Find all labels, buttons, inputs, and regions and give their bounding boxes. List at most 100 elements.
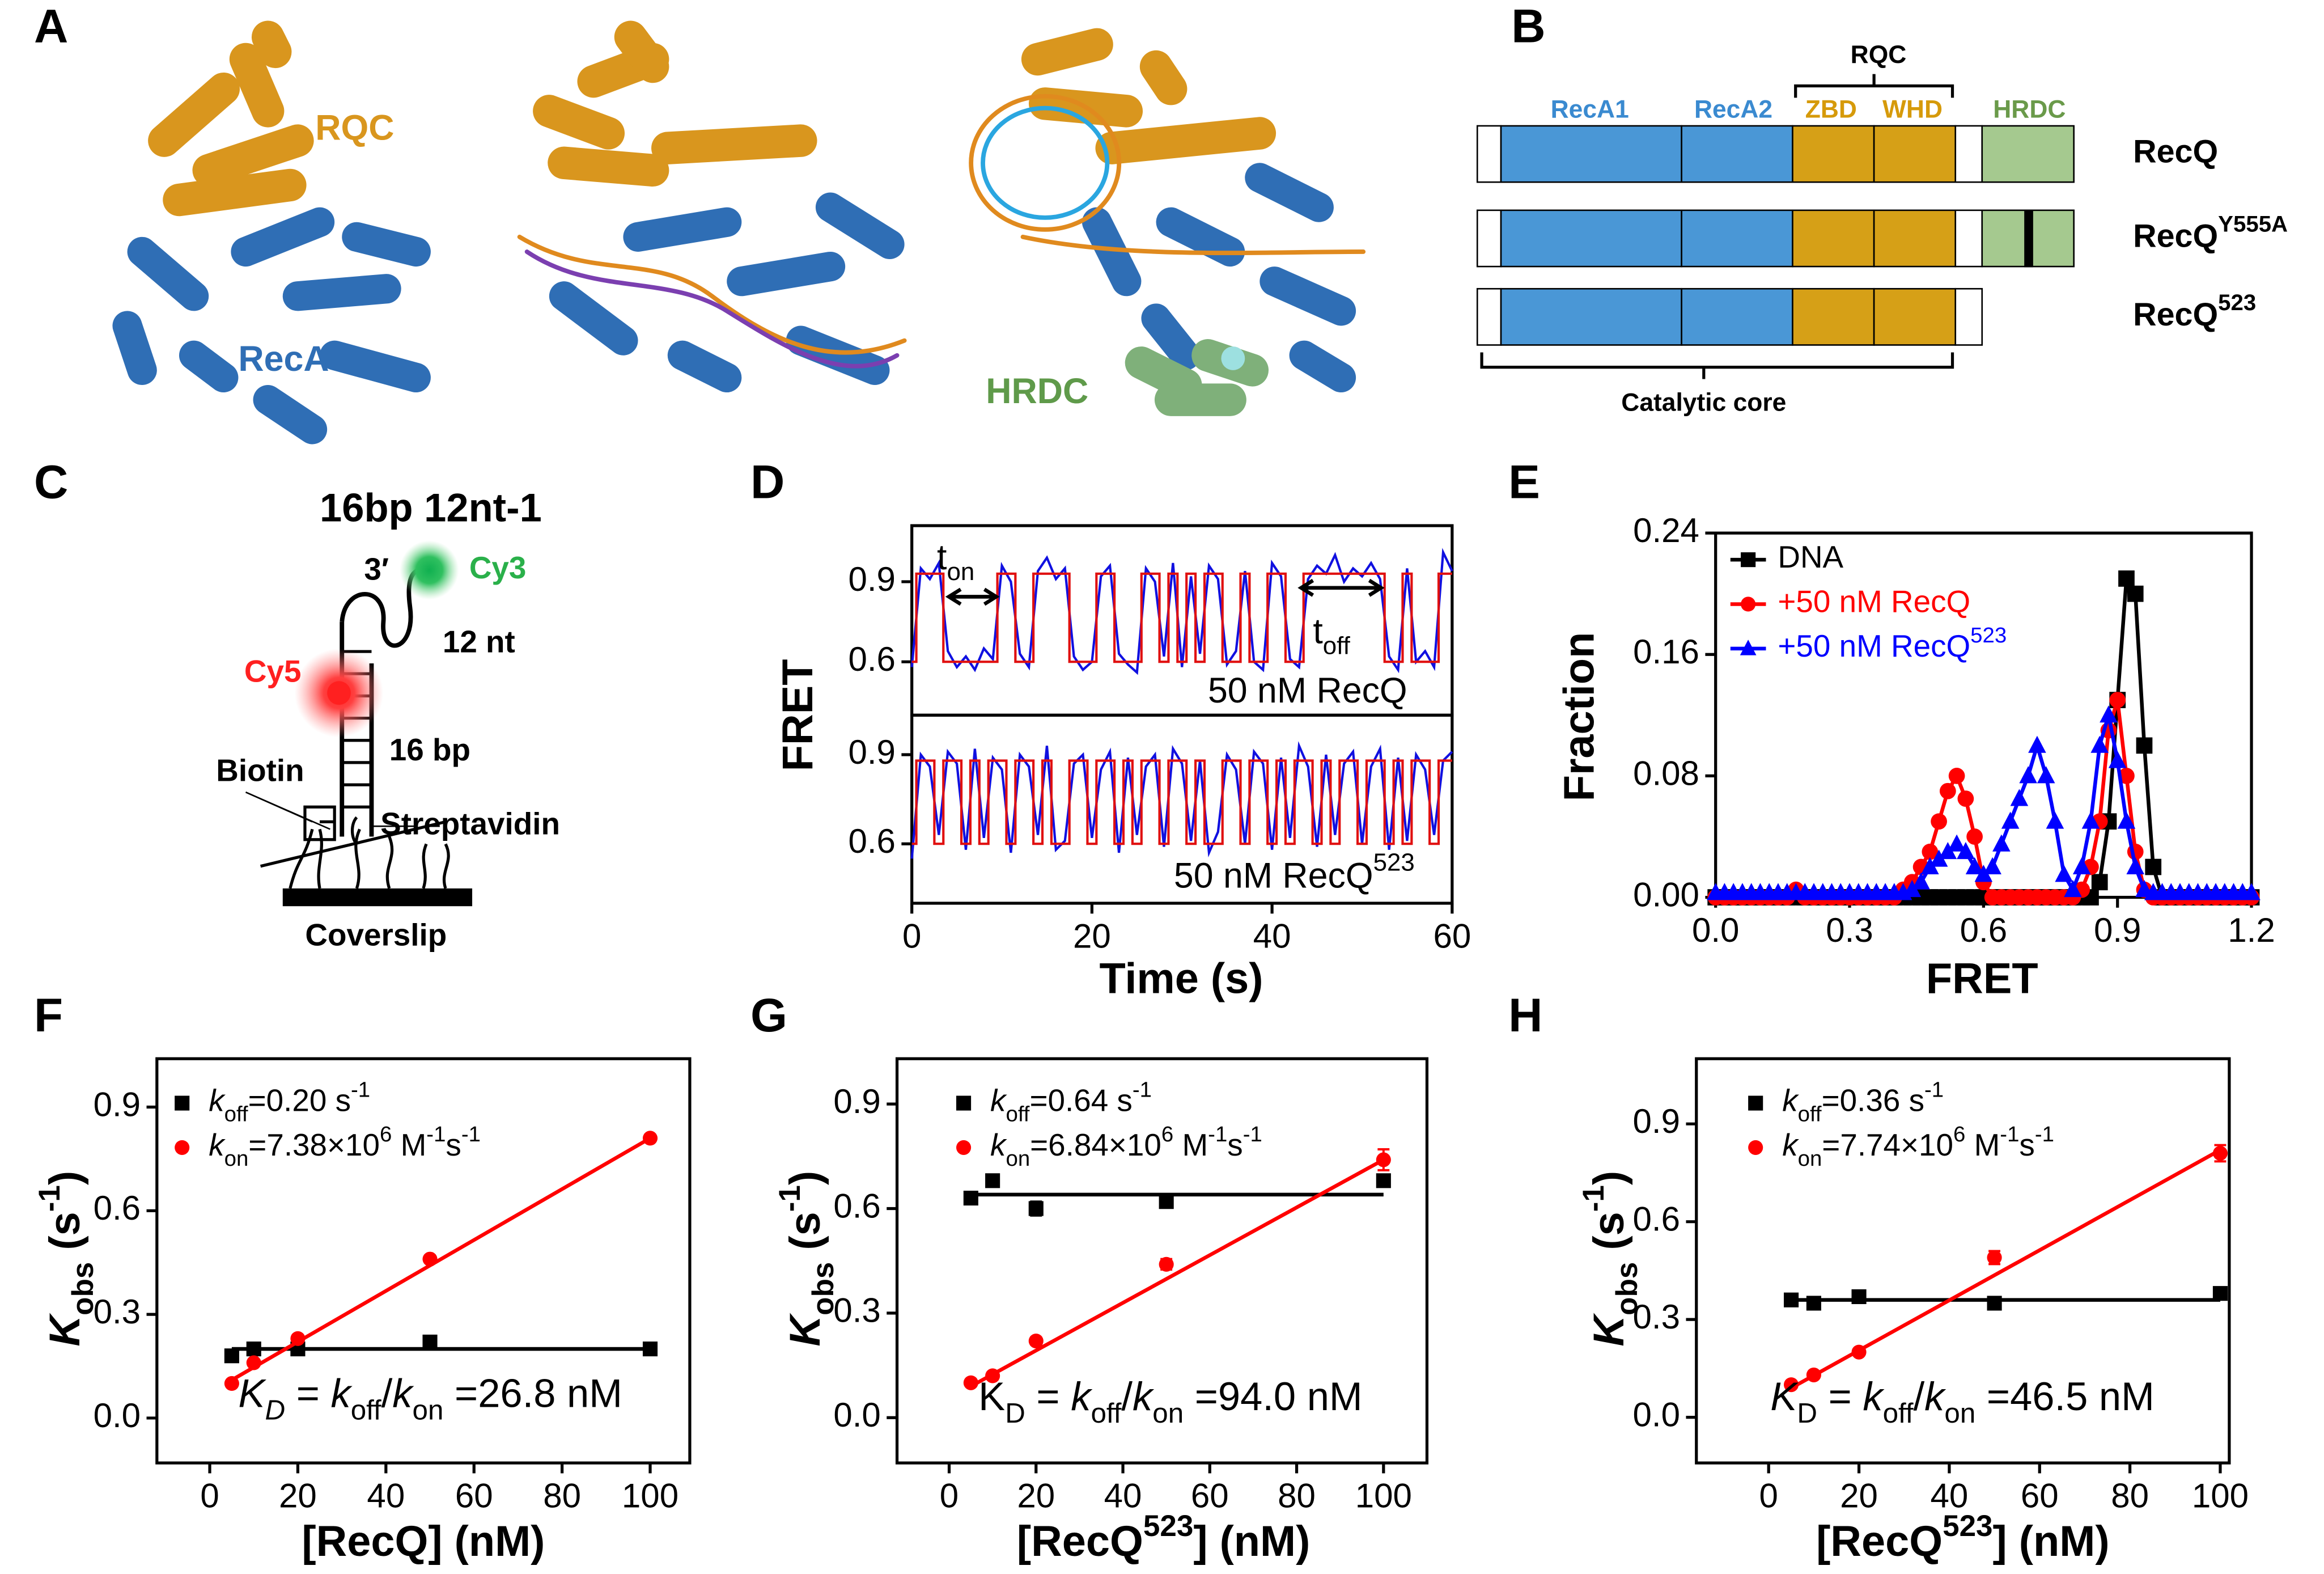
- domain-bars: [1476, 74, 2075, 379]
- text-part: Y555A: [2218, 211, 2288, 237]
- x-axis-label: FRET: [1926, 954, 2038, 1002]
- x-tick-label: 40: [1104, 1477, 1142, 1515]
- text-part: D: [265, 1394, 285, 1425]
- marker: [290, 1331, 306, 1346]
- marker: [1806, 1367, 1821, 1382]
- legend-label: kon=7.74×106 M-1s-1: [1782, 1122, 2054, 1171]
- text-part: [RecQ: [1017, 1517, 1143, 1565]
- x-tick-label: 20: [1017, 1477, 1055, 1515]
- annotation: toff: [1313, 611, 1350, 660]
- construct-name: RecQ523: [2133, 290, 2256, 333]
- construct-name: RecQ: [2133, 134, 2218, 170]
- text-part: +50 nM RecQ: [1778, 628, 1970, 663]
- data-line: [911, 759, 1452, 845]
- text-part: M: [1965, 1127, 2000, 1162]
- text-part: obs: [806, 1262, 839, 1315]
- text-part: M: [392, 1127, 426, 1162]
- y-axis-label: Fraction: [1555, 632, 1604, 802]
- x-tick-label: 0.0: [1692, 911, 1739, 949]
- arrow: [945, 587, 1000, 606]
- text-part: -1: [1133, 1077, 1152, 1102]
- y-tick-label: 0.0: [833, 1396, 880, 1434]
- legend-label: koff=0.64 s-1: [990, 1077, 1152, 1126]
- text-part: on: [947, 558, 974, 586]
- marker: [2145, 858, 2162, 875]
- text-part: -1: [1243, 1122, 1262, 1146]
- marker: [1806, 1296, 1821, 1311]
- text-part: =7.38×10: [248, 1127, 380, 1162]
- x-tick-label: 40: [1253, 917, 1291, 955]
- text-part: RecQ: [2133, 218, 2218, 255]
- x-tick-label: 20: [1840, 1477, 1878, 1515]
- domain-label: RecA2: [1694, 96, 1772, 124]
- text-part: off: [1006, 1102, 1029, 1126]
- marker: [175, 1095, 190, 1111]
- x-tick-label: 1.2: [2228, 911, 2275, 949]
- marker: [2118, 570, 2135, 587]
- group-label: RQC: [1851, 41, 1907, 69]
- text-part: -1: [773, 1185, 806, 1212]
- marker: [1948, 834, 1966, 852]
- text-part: K: [978, 1373, 1005, 1418]
- y-tick-label: 0.6: [94, 1189, 141, 1227]
- text-part: /: [1121, 1373, 1133, 1418]
- text-part: =7.74×10: [1822, 1127, 1953, 1162]
- marker: [175, 1140, 190, 1155]
- text-part: 523: [1373, 849, 1415, 877]
- domain-label: RecA1: [1551, 96, 1629, 124]
- y-tick-label: 0.0: [94, 1397, 141, 1435]
- text-part: k: [1924, 1373, 1946, 1418]
- fit-line: [970, 1158, 1385, 1388]
- x-axis-label: [RecQ] (nM): [302, 1517, 545, 1565]
- data-line: [910, 548, 1453, 675]
- text-part: obs: [1610, 1262, 1643, 1315]
- marker: [1741, 596, 1756, 612]
- schematic-label: 3′: [364, 552, 389, 587]
- text-part: off: [1091, 1397, 1121, 1428]
- x-tick-label: 100: [1355, 1477, 1412, 1515]
- text-part: 50 nM RecQ: [1174, 856, 1373, 895]
- protein-structures: [112, 20, 1366, 445]
- text-part: 523: [1943, 1509, 1992, 1542]
- panel-label: H: [1508, 988, 1542, 1042]
- y-tick-label: 0.9: [833, 1082, 880, 1120]
- marker: [2136, 737, 2153, 754]
- x-tick-label: 0.3: [1826, 911, 1873, 949]
- legend-label: DNA: [1778, 540, 1843, 575]
- marker: [422, 1334, 438, 1349]
- text-part: =: [1025, 1373, 1071, 1418]
- x-tick-label: 0: [940, 1477, 959, 1515]
- panel-label: F: [34, 988, 63, 1042]
- x-tick-label: 60: [1191, 1477, 1229, 1515]
- y-tick-label: 0.9: [848, 733, 895, 771]
- marker: [2001, 811, 2020, 829]
- marker: [1748, 1095, 1763, 1111]
- marker: [642, 1131, 658, 1146]
- text-part: t: [937, 538, 947, 577]
- text-part: s: [446, 1127, 461, 1162]
- text-part: k: [1863, 1373, 1885, 1418]
- y-tick-label: 0.9: [1633, 1102, 1680, 1140]
- text-part: D: [1797, 1397, 1817, 1428]
- text-part: 523: [1143, 1509, 1193, 1542]
- y-tick-label: 0.3: [94, 1293, 141, 1331]
- text-part: K: [1585, 1313, 1633, 1347]
- text-part: ] (nM): [1193, 1517, 1310, 1565]
- text-part: k: [1782, 1083, 1799, 1118]
- marker: [422, 1251, 438, 1267]
- x-tick-label: 40: [1931, 1477, 1969, 1515]
- text-part: ): [781, 1171, 829, 1185]
- marker: [246, 1341, 261, 1357]
- plot-frame: [910, 713, 1454, 905]
- x-tick-label: 60: [455, 1477, 493, 1515]
- x-tick-label: 0: [200, 1477, 219, 1515]
- annotation: 50 nM RecQ: [1208, 671, 1407, 710]
- marker: [1957, 842, 1975, 860]
- text-part: k: [209, 1127, 226, 1162]
- marker: [2212, 1286, 2228, 1301]
- text-part: (s: [41, 1212, 89, 1262]
- text-part: on: [1944, 1397, 1975, 1428]
- text-part: ] (nM): [1993, 1517, 2110, 1565]
- marker: [1851, 1289, 1867, 1304]
- text-part: 6: [1161, 1122, 1173, 1146]
